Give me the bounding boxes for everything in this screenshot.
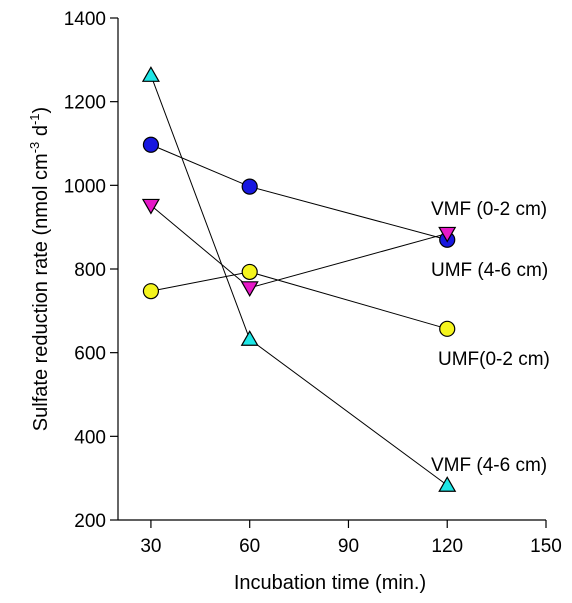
point-vmf-0-2-cm	[240, 281, 259, 298]
point-umf-0-2-cm	[142, 283, 160, 300]
y-tick-label: 1000	[64, 176, 106, 197]
series-line-umf-0-2-cm	[150, 271, 448, 330]
y-axis-title-main: Sulfate reduction rate (nmol cm	[30, 153, 52, 431]
y-axis-title-sup2: -1	[27, 113, 42, 125]
point-umf-0-2-cm	[241, 263, 258, 281]
y-axis-title-mid: d	[30, 125, 52, 142]
series-label-vmf-4-6-cm: VMF (4-6 cm)	[431, 455, 547, 476]
point-umf-4-6-cm	[142, 136, 160, 153]
x-tick-label: 120	[431, 536, 463, 557]
y-tick-label: 1400	[64, 9, 106, 30]
point-vmf-0-2-cm	[438, 226, 457, 243]
series-label-umf-0-2-cm: UMF(0-2 cm)	[438, 349, 550, 370]
series-lines	[150, 75, 448, 486]
x-tick-label: 60	[239, 536, 260, 557]
x-tick-label: 150	[530, 536, 562, 557]
point-umf-0-2-cm	[439, 320, 456, 337]
y-tick-label: 1200	[64, 93, 106, 114]
x-tick-label: 90	[338, 536, 359, 557]
series-labels: UMF (4-6 cm) UMF(0-2 cm) VMF (0-2 cm) VMF (…	[431, 199, 550, 476]
point-vmf-4-6-cm	[438, 476, 457, 492]
series-line-vmf-4-6-cm	[150, 75, 448, 486]
y-tick-label: 200	[74, 511, 106, 532]
y-axis-title: Sulfate reduction rate (nmol cm-3 d-1)	[27, 107, 52, 431]
series-markers	[141, 66, 457, 492]
series-line-vmf-0-2-cm	[150, 205, 448, 289]
ticks: 200 400 600 800 1000 1200 1400 30 60 90 120 150	[64, 9, 562, 557]
x-tick-label: 30	[140, 536, 161, 557]
y-axis-title-sup1: -3	[27, 142, 42, 154]
series-label-umf-4-6-cm: UMF (4-6 cm)	[431, 260, 548, 281]
y-tick-label: 400	[74, 427, 106, 448]
series-line-umf-4-6-cm	[150, 144, 448, 241]
point-vmf-4-6-cm	[240, 330, 259, 346]
x-axis-title: Incubation time (min.)	[234, 572, 426, 594]
point-umf-4-6-cm	[241, 178, 258, 195]
point-vmf-0-2-cm	[141, 198, 160, 215]
y-tick-label: 600	[74, 344, 106, 365]
point-vmf-4-6-cm	[141, 66, 160, 82]
series-label-vmf-0-2-cm: VMF (0-2 cm)	[431, 199, 547, 220]
y-tick-label: 800	[74, 260, 106, 281]
y-axis-title-end: )	[30, 107, 52, 114]
